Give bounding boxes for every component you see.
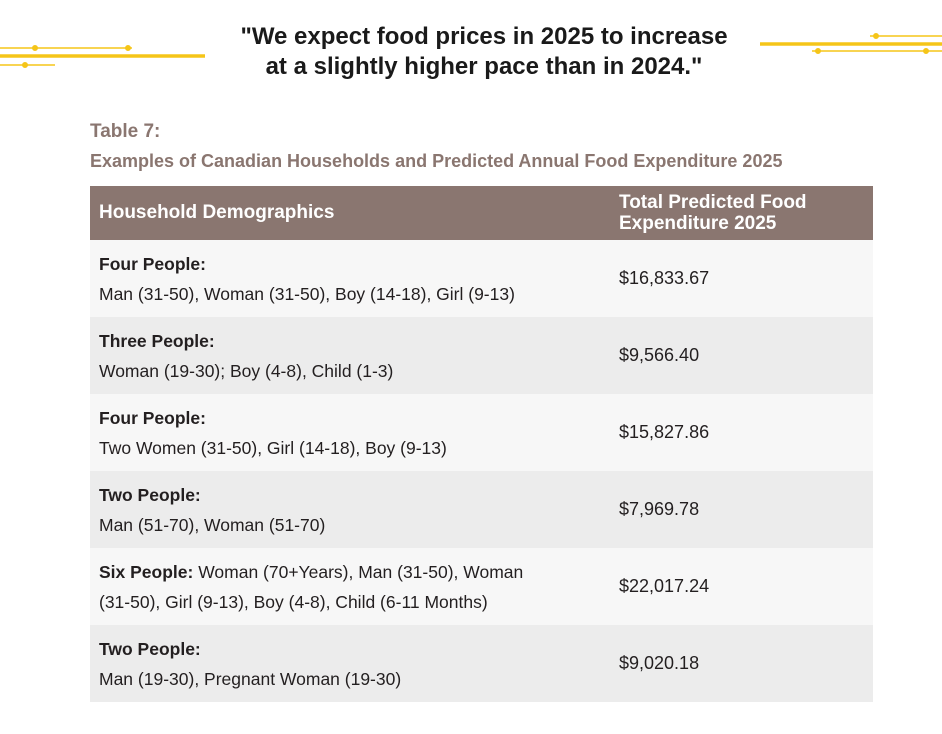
expenditure-value: $15,827.86 [619,422,710,442]
expenditure-value: $9,020.18 [619,653,700,673]
household-size: Four People: [99,253,206,274]
household-cell: Two People: Man (19-30), Pregnant Woman … [90,634,610,694]
household-members-line-2: (31-50), Girl (9-13), Boy (4-8), Child (… [99,591,488,612]
header-household-demographics: Household Demographics [99,202,335,223]
expenditure-value: $7,969.78 [619,499,700,519]
household-cell: Two People: Man (51-70), Woman (51-70) [90,480,610,540]
header-total-expenditure: Total Predicted Food Expenditure 2025 [610,186,873,240]
household-cell: Three People: Woman (19-30); Boy (4-8), … [90,326,610,386]
table-row: Three People: Woman (19-30); Boy (4-8), … [90,317,873,394]
household-members-line-1: Woman (70+Years), Man (31-50), Woman [198,561,524,582]
household-members: Man (31-50), Woman (31-50), Boy (14-18),… [99,283,515,304]
household-members: Woman (19-30); Boy (4-8), Child (1-3) [99,360,394,381]
table-row: Two People: Man (51-70), Woman (51-70) $… [90,471,873,548]
expenditure-value: $22,017.24 [619,576,710,596]
table-row: Two People: Man (19-30), Pregnant Woman … [90,625,873,702]
household-cell: Four People: Two Women (31-50), Girl (14… [90,403,610,463]
expenditure-value: $16,833.67 [619,268,710,288]
household-size: Three People: [99,330,215,351]
household-members: Man (51-70), Woman (51-70) [99,514,326,535]
pull-quote: "We expect food prices in 2025 to increa… [200,22,768,82]
household-members: Man (19-30), Pregnant Woman (19-30) [99,668,402,689]
household-size: Four People: [99,407,206,428]
table-row: Six People: Woman (70+Years), Man (31-50… [90,548,873,625]
household-size: Two People: [99,484,201,505]
household-members: Two Women (31-50), Girl (14-18), Boy (9-… [99,437,447,458]
header-total-line-2: Expenditure 2025 [619,213,777,234]
household-cell: Four People: Man (31-50), Woman (31-50),… [90,249,610,309]
household-size: Two People: [99,638,201,659]
table-label: Table 7: [90,121,161,142]
pull-quote-line-2: at a slightly higher pace than in 2024." [265,53,703,80]
table-row: Four People: Man (31-50), Woman (31-50),… [90,240,873,317]
household-cell: Six People: Woman (70+Years), Man (31-50… [90,557,610,617]
food-expenditure-table: Household Demographics Total Predicted F… [90,186,873,702]
household-size: Six People: [99,561,199,582]
table-caption: Examples of Canadian Households and Pred… [90,151,783,171]
table-row: Four People: Two Women (31-50), Girl (14… [90,394,873,471]
pull-quote-line-1: "We expect food prices in 2025 to increa… [240,23,728,50]
expenditure-value: $9,566.40 [619,345,700,365]
household-members-wrapped: Six People: Woman (70+Years), Man (31-50… [99,557,602,587]
header-total-line-1: Total Predicted Food [619,192,807,213]
table-header: Household Demographics Total Predicted F… [90,186,873,240]
